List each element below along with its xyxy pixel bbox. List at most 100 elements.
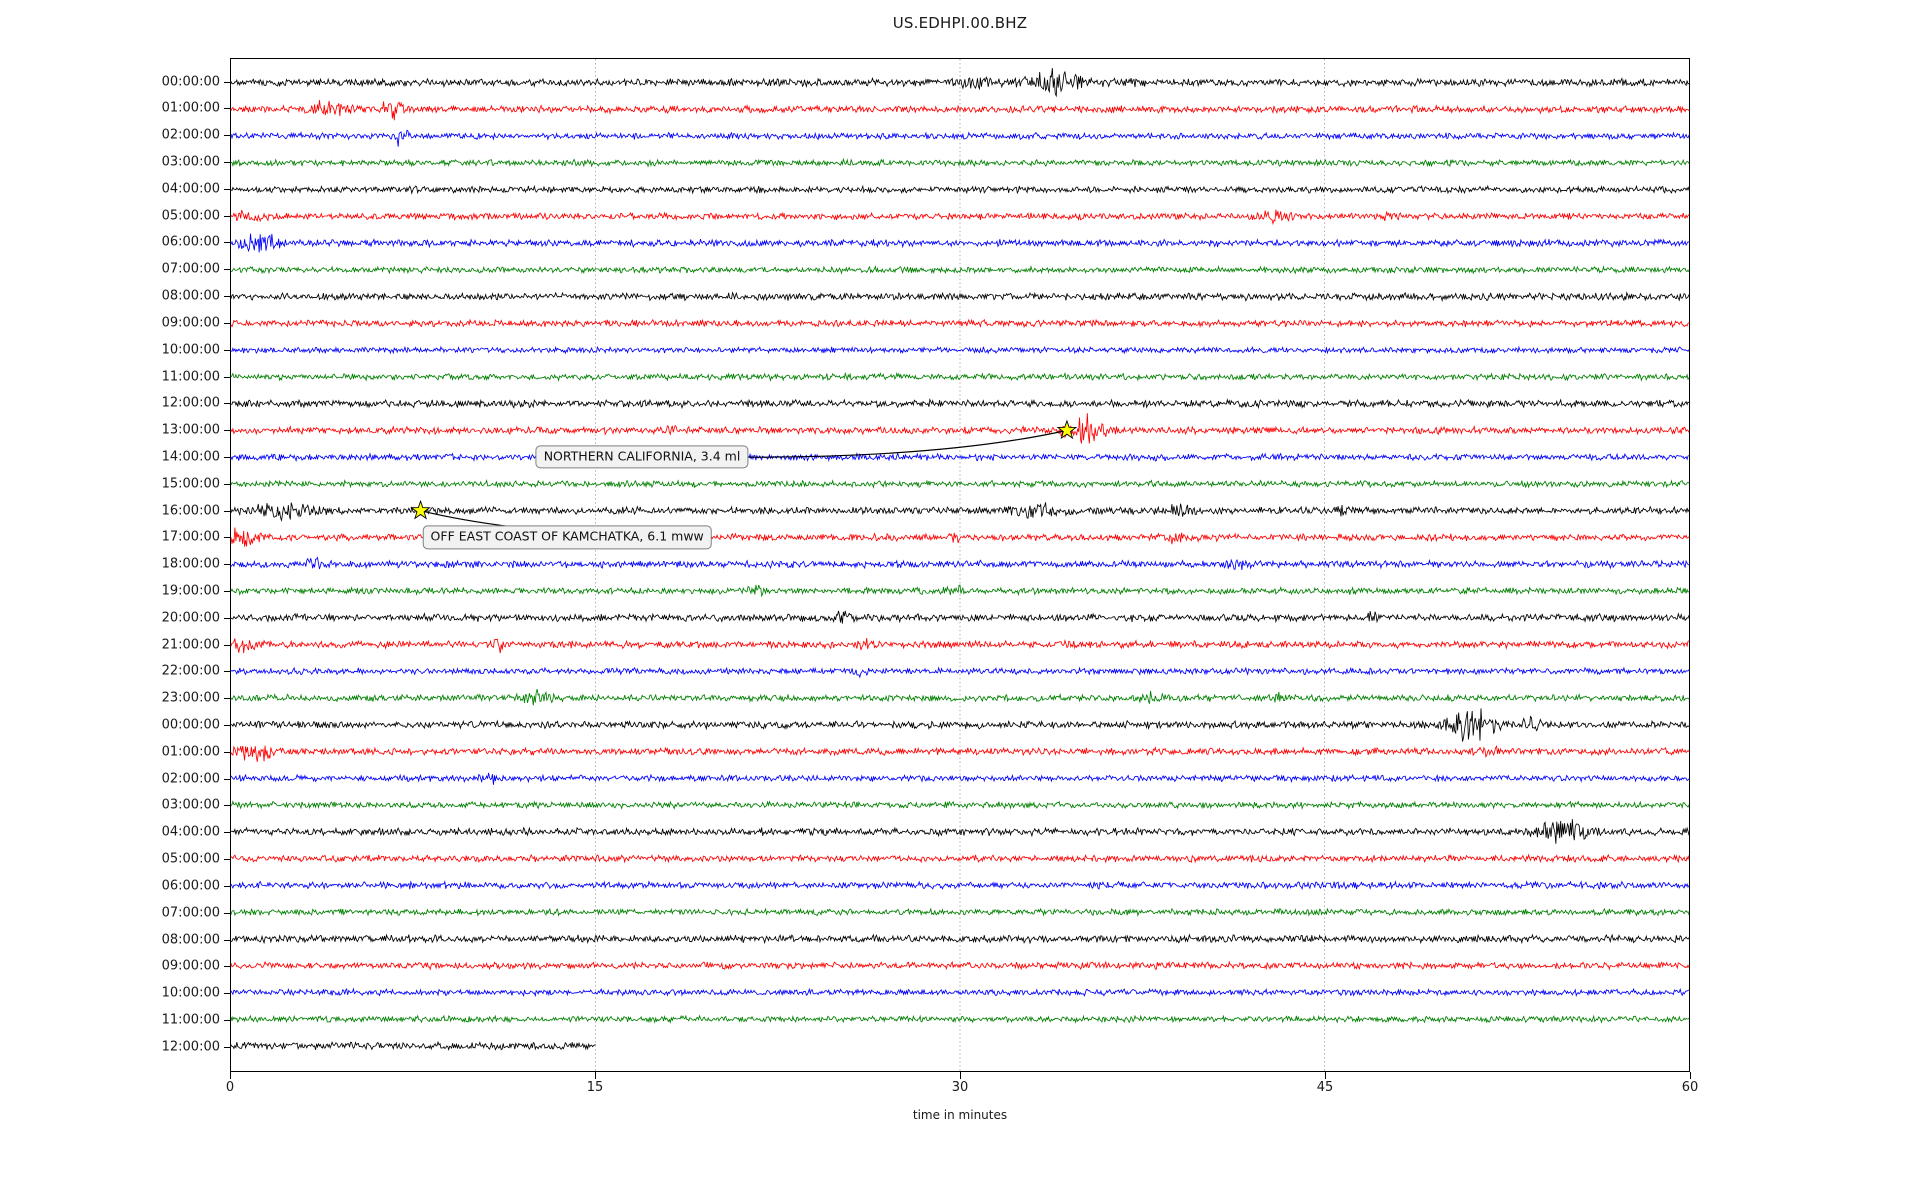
event-star-marker[interactable] (410, 499, 431, 520)
trace-line (231, 184, 1689, 195)
y-axis-tick (224, 751, 231, 753)
y-axis-tick-label: 05:00:00 (161, 208, 220, 224)
trace-line (231, 800, 1689, 810)
event-star-marker[interactable] (1056, 419, 1078, 440)
y-axis-tick-label: 20:00:00 (161, 610, 220, 626)
y-axis-tick-label: 00:00:00 (161, 74, 220, 90)
y-axis-tick-label: 19:00:00 (161, 583, 220, 599)
trace-line (231, 880, 1689, 890)
y-axis-tick-label: 13:00:00 (161, 422, 220, 438)
y-axis-tick-label: 08:00:00 (161, 932, 220, 948)
y-axis-tick-label: 17:00:00 (161, 529, 220, 545)
y-axis-tick-label: 10:00:00 (161, 985, 220, 1001)
trace-line (231, 584, 1689, 598)
y-axis-tick-label: 14:00:00 (161, 449, 220, 465)
x-axis-tick-label: 30 (951, 1080, 969, 1095)
x-axis-tick (595, 1072, 596, 1079)
y-axis-tick-label: 07:00:00 (161, 905, 220, 921)
y-axis-tick (224, 349, 231, 351)
y-axis-tick (224, 859, 231, 861)
y-axis-tick (224, 322, 231, 324)
y-axis-tick (224, 725, 231, 727)
y-axis-tick (224, 1019, 231, 1021)
trace-line (231, 637, 1689, 654)
trace-line (231, 291, 1689, 303)
trace-line (231, 708, 1689, 742)
x-axis-label: time in minutes (912, 1108, 1008, 1122)
y-axis-tick (224, 591, 231, 592)
y-axis-tick (224, 778, 231, 780)
trace-line (231, 233, 1689, 253)
x-axis-tick (960, 1072, 961, 1079)
trace-line (231, 960, 1689, 971)
y-axis-tick-label: 09:00:00 (161, 958, 220, 974)
trace-line (231, 853, 1689, 864)
y-axis-tick (224, 215, 231, 217)
y-axis-tick-label: 16:00:00 (161, 503, 220, 519)
y-axis-tick (224, 483, 231, 485)
trace-line (231, 933, 1689, 945)
y-axis-tick (224, 456, 231, 458)
seismic-traces (231, 68, 1689, 1052)
trace-line (231, 819, 1689, 844)
trace-line (231, 610, 1689, 624)
y-axis-tick (224, 403, 231, 405)
y-axis-tick-label: 15:00:00 (161, 476, 220, 492)
event-annotation-label[interactable]: OFF EAST COAST OF KAMCHATKA, 6.1 mww (422, 525, 712, 550)
y-axis-tick (224, 698, 231, 700)
trace-line (231, 689, 1689, 706)
x-axis-tick (1690, 1072, 1691, 1079)
y-axis-tick (224, 885, 231, 887)
trace-line (231, 1040, 596, 1052)
y-axis-tick (224, 966, 231, 968)
trace-line (231, 129, 1689, 147)
y-axis-tick-label: 02:00:00 (161, 127, 220, 143)
x-axis-tick (1325, 1072, 1326, 1079)
y-axis-tick (224, 1046, 231, 1048)
trace-line (231, 157, 1689, 168)
y-axis-tick-label: 02:00:00 (161, 771, 220, 787)
y-axis-tick-label: 04:00:00 (161, 181, 220, 197)
trace-line (231, 452, 1689, 463)
trace-line (231, 772, 1689, 785)
page-title: US.EDHPI.00.BHZ (892, 14, 1028, 32)
x-axis-tick-label: 15 (586, 1080, 604, 1095)
trace-line (231, 265, 1689, 275)
y-axis-tick-label: 21:00:00 (161, 637, 220, 653)
plot-area (230, 58, 1690, 1072)
y-axis-tick-label: 01:00:00 (161, 744, 220, 760)
y-axis-tick (224, 269, 231, 271)
trace-line (231, 371, 1689, 382)
annotation-leader-line (748, 429, 1068, 458)
x-axis-tick-label: 0 (225, 1080, 235, 1095)
trace-line (231, 68, 1689, 98)
y-axis-tick (224, 912, 231, 914)
y-axis-tick-label: 12:00:00 (161, 395, 220, 411)
trace-line (231, 209, 1689, 226)
y-axis-tick (224, 376, 231, 378)
y-axis-tick-label: 04:00:00 (161, 824, 220, 840)
x-axis-tick-label: 45 (1316, 1080, 1334, 1095)
y-axis-tick-label: 11:00:00 (161, 369, 220, 385)
event-annotation-label[interactable]: NORTHERN CALIFORNIA, 3.4 ml (535, 445, 749, 469)
trace-line (231, 318, 1689, 329)
y-axis-tick-label: 06:00:00 (161, 234, 220, 250)
y-axis-tick-label: 03:00:00 (161, 797, 220, 813)
y-axis-tick-label: 06:00:00 (161, 878, 220, 894)
y-axis-tick-label: 09:00:00 (161, 315, 220, 331)
trace-line (231, 413, 1689, 444)
y-axis-tick (224, 939, 231, 941)
trace-line (231, 502, 1689, 522)
y-axis-tick (224, 510, 231, 512)
y-axis-tick-label: 00:00:00 (161, 717, 220, 733)
trace-line (231, 987, 1689, 998)
y-axis-tick-label: 10:00:00 (161, 342, 220, 358)
x-axis-tick-label: 60 (1681, 1080, 1699, 1095)
y-axis-tick-label: 11:00:00 (161, 1012, 220, 1028)
y-axis-tick (224, 188, 231, 190)
x-axis-tick (230, 1072, 231, 1079)
trace-line (231, 479, 1689, 489)
y-axis-tick-label: 05:00:00 (161, 851, 220, 867)
trace-line (231, 556, 1689, 570)
